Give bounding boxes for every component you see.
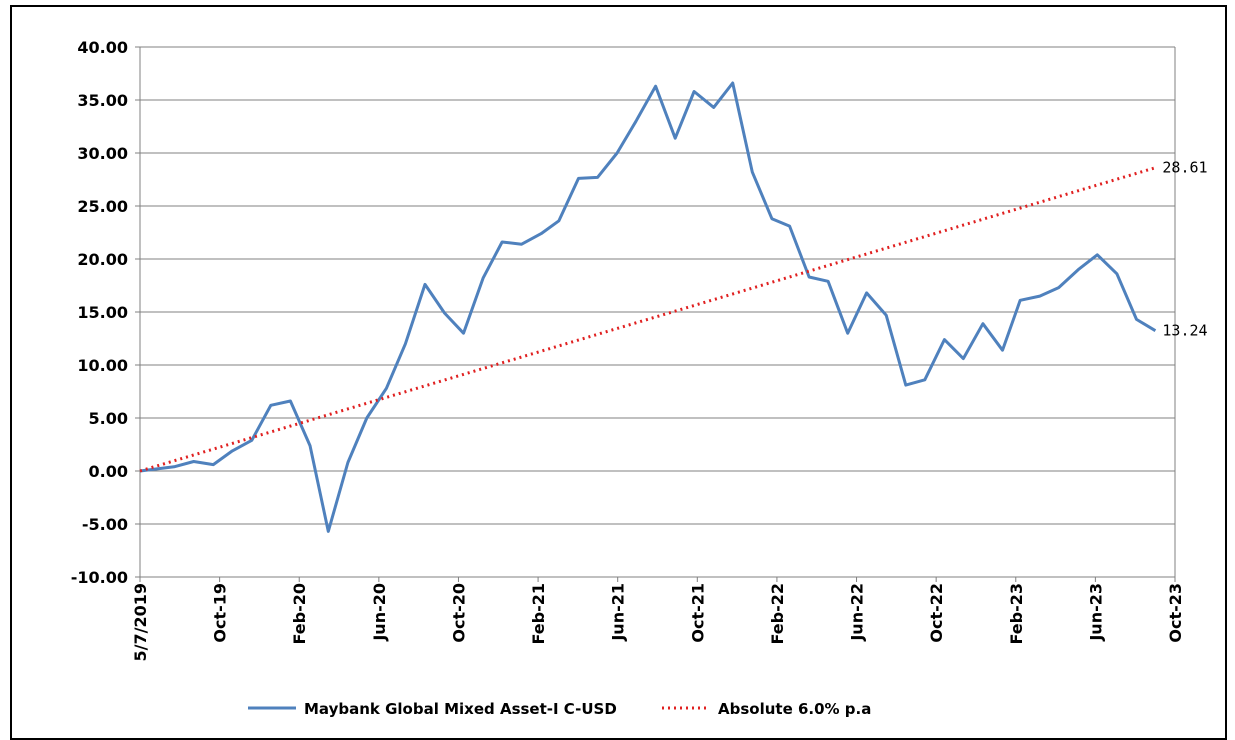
x-tick-label: Oct-20 <box>449 583 468 643</box>
x-tick-label: Jun-22 <box>848 583 867 642</box>
chart-frame <box>10 5 1227 740</box>
series-layer <box>139 81 1157 533</box>
x-tick-label: Feb-23 <box>1007 583 1026 645</box>
end-value-label: 13.24 <box>1162 322 1207 340</box>
x-tick-label: Oct-21 <box>688 583 707 643</box>
y-tick-label: 35.00 <box>77 91 128 110</box>
x-tick-label: Oct-22 <box>927 583 946 643</box>
end-labels: 13.24 28.61 <box>1162 159 1207 340</box>
y-tick-label: 5.00 <box>89 409 128 428</box>
x-tick-label: Oct-19 <box>211 583 230 643</box>
x-tick-label: Feb-22 <box>768 583 787 645</box>
series-line-1 <box>139 166 1156 473</box>
x-tick-label: Feb-21 <box>529 583 548 645</box>
x-tick-label: Feb-20 <box>290 583 309 645</box>
y-tick-label: 20.00 <box>77 250 128 269</box>
y-tick-label: 30.00 <box>77 144 128 163</box>
x-tick-label: 5/7/2019 <box>131 583 150 661</box>
y-tick-label: 15.00 <box>77 303 128 322</box>
y-tick-label: 25.00 <box>77 197 128 216</box>
y-tick-label: -5.00 <box>82 515 128 534</box>
series-line-0 <box>139 81 1157 533</box>
y-tick-label: -10.00 <box>71 568 128 587</box>
end-value-label: 28.61 <box>1162 159 1207 177</box>
x-tick-label: Jun-21 <box>609 583 628 642</box>
y-axis-ticks: 40.00 35.00 30.00 25.00 20.00 15.00 10.00 5.00 0… <box>71 38 140 587</box>
x-tick-label: Jun-23 <box>1086 583 1105 642</box>
grid-lines <box>139 46 1176 578</box>
y-tick-label: 40.00 <box>77 38 128 57</box>
y-tick-label: 10.00 <box>77 356 128 375</box>
y-tick-label: 0.00 <box>89 462 128 481</box>
legend-label-1: Absolute 6.0% p.a <box>718 700 871 718</box>
legend-label-0: Maybank Global Mixed Asset-I C-USD <box>304 700 617 718</box>
x-tick-label: Oct-23 <box>1166 583 1185 643</box>
legend: Maybank Global Mixed Asset-I C-USD Absolu… <box>248 700 871 718</box>
x-tick-label: Jun-20 <box>370 583 389 642</box>
x-axis-ticks: 5/7/2019 Oct-19 Feb-20 Jun-20 Oct-20 Feb-21 Ju… <box>131 577 1185 661</box>
